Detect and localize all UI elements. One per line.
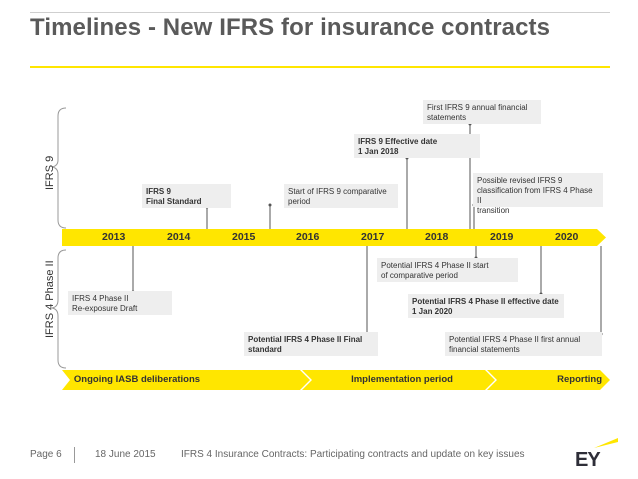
event-ifrs4-final: Potential IFRS 4 Phase II Final standard: [244, 332, 378, 356]
top-rule: [30, 12, 610, 13]
year-label: 2013: [102, 231, 126, 243]
event-ifrs9-comparative: Start of IFRS 9 comparative period: [284, 184, 398, 208]
phase-chevron-implementation: [302, 370, 495, 390]
year-bar-shape: [62, 229, 606, 246]
title-underline: [30, 66, 610, 68]
ifrs9-brace: [51, 107, 67, 229]
event-ifrs9-first-annual: First IFRS 9 annual financial statements: [423, 100, 541, 124]
footer-subtitle: IFRS 4 Insurance Contracts: Participatin…: [181, 449, 525, 460]
event-ifrs4-first-annual: Potential IFRS 4 Phase II first annual f…: [445, 332, 602, 356]
event-ifrs4-red: IFRS 4 Phase II Re-exposure Draft: [68, 291, 172, 315]
phase-row: Ongoing IASB deliberations Implementatio…: [62, 370, 610, 390]
year-label: 2015: [232, 231, 256, 243]
ey-logo: [594, 438, 618, 448]
year-label: 2020: [555, 231, 579, 243]
year-label: 2016: [296, 231, 320, 243]
phase-reporting: Reporting: [557, 374, 602, 385]
phase-chevron-deliberations: [62, 370, 310, 390]
footer-divider: [74, 447, 75, 463]
axis-label-ifrs9: IFRS 9: [44, 155, 56, 190]
event-ifrs9-revised: Possible revised IFRS 9 classification f…: [473, 173, 603, 215]
phase-chevron-reporting: [487, 370, 610, 390]
year-label: 2019: [490, 231, 514, 243]
year-label: 2018: [425, 231, 449, 243]
footer-date: 18 June 2015: [95, 449, 156, 460]
slide-title: Timelines - New IFRS for insurance contr…: [30, 14, 551, 41]
axis-label-ifrs4: IFRS 4 Phase II: [44, 260, 56, 338]
year-bar: 2013 2014 2015 2016 2017 2018 2019 2020: [62, 229, 606, 246]
year-label: 2017: [361, 231, 385, 243]
year-label: 2014: [167, 231, 191, 243]
event-ifrs4-effective: Potential IFRS 4 Phase II effective date…: [408, 294, 564, 318]
event-ifrs9-final: IFRS 9 Final Standard: [142, 184, 231, 208]
event-ifrs9-effective: IFRS 9 Effective date 1 Jan 2018: [354, 134, 480, 158]
page-number: Page 6: [30, 449, 62, 460]
ifrs4-brace: [51, 249, 67, 369]
phase-deliberations: Ongoing IASB deliberations: [73, 374, 201, 385]
ey-logo-text: EY: [575, 449, 601, 471]
phase-implementation: Implementation period: [351, 374, 453, 385]
event-ifrs4-comparative: Potential IFRS 4 Phase II start of compa…: [377, 258, 518, 282]
